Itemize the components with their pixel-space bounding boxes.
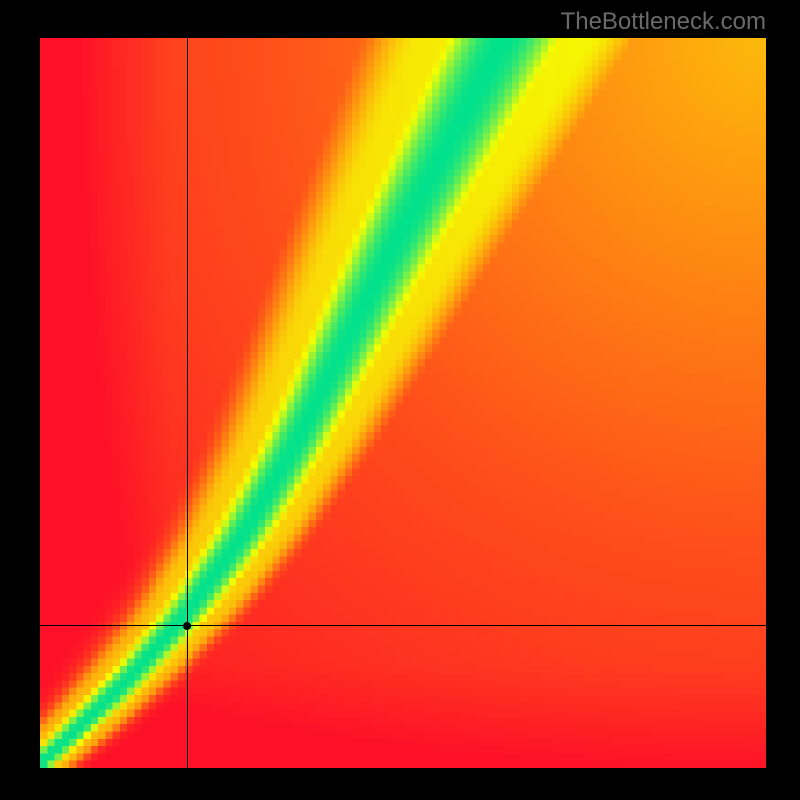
watermark-label: TheBottleneck.com	[561, 8, 766, 36]
bottleneck-heatmap	[40, 38, 766, 768]
crosshair-horizontal-line	[40, 625, 766, 626]
crosshair-vertical-line	[187, 38, 188, 768]
